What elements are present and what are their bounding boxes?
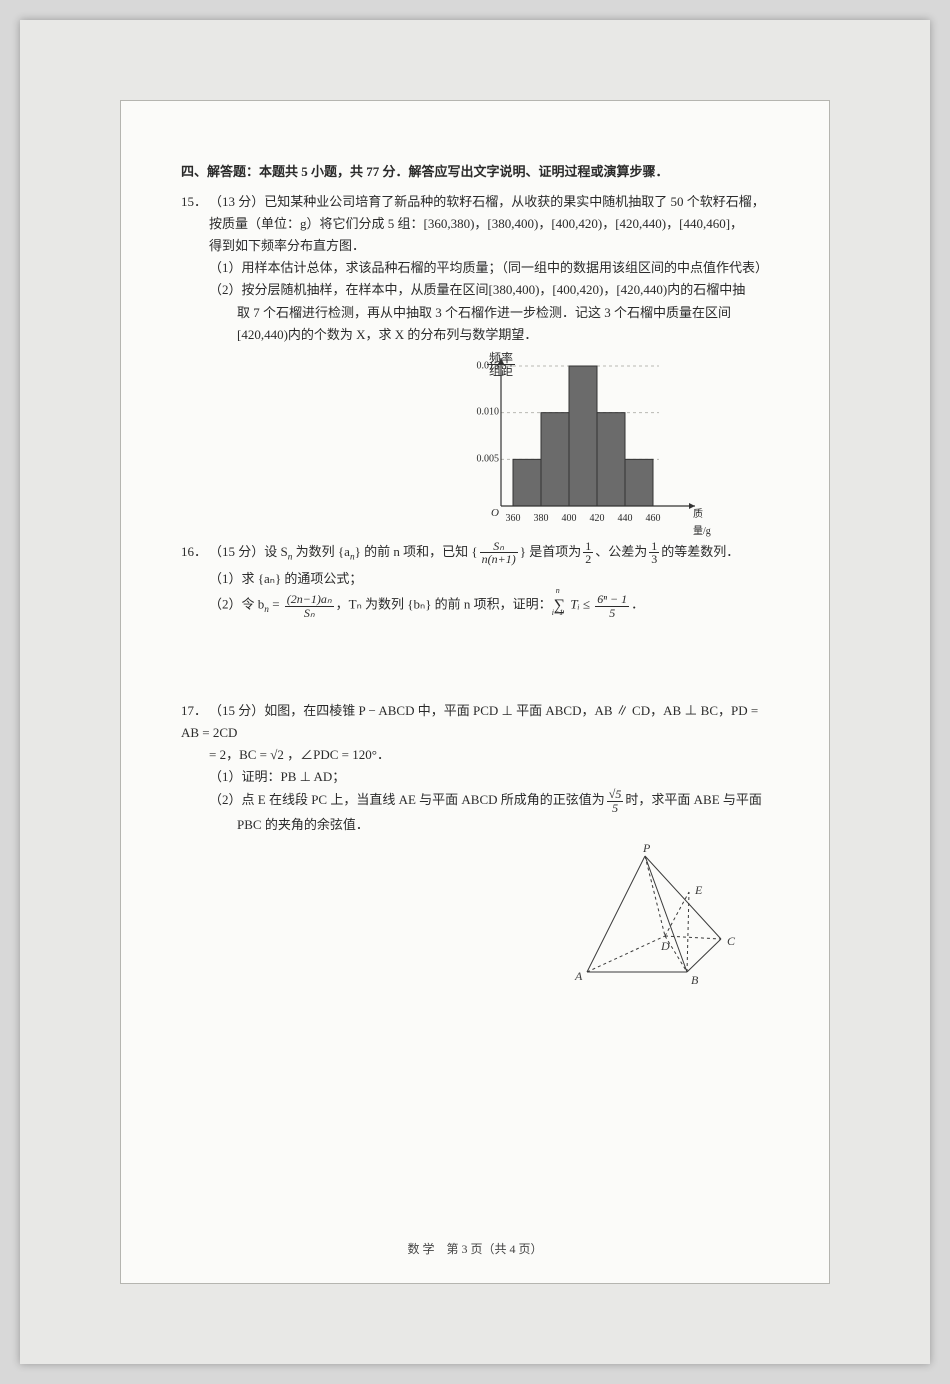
p15-number: 15． (181, 191, 209, 213)
p16-s2b: = (269, 597, 283, 612)
chart-xlabel: 质量/g (693, 506, 711, 540)
p15-sub2c: [420,440)内的个数为 X，求 X 的分布列与数学期望． (181, 324, 769, 346)
problem-16: 16．（15 分）设 Sn 为数列 {an} 的前 n 项和，已知 {Sₙn(n… (181, 540, 769, 620)
scan-wrapper: 四、解答题：本题共 5 小题，共 77 分．解答应写出文字说明、证明过程或演算步… (20, 20, 930, 1364)
p15-line1: 15．（13 分）已知某种业公司培育了新品种的软籽石榴，从收获的果实中随机抽取了… (181, 191, 769, 213)
histogram-block: 频率组距 O 0.0150.0100.005 36038040042044046… (381, 356, 769, 526)
p16-t2: 为数列 {a (292, 544, 350, 559)
p16-sub1: （1）求 {aₙ} 的通项公式； (181, 568, 769, 590)
geometry-diagram: P E C D A B (569, 844, 749, 994)
p16-t6: 的等差数列． (661, 544, 739, 559)
frequency-histogram: 频率组距 O 0.0150.0100.005 36038040042044046… (445, 356, 705, 526)
svg-text:C: C (727, 934, 736, 948)
p16-tail: ． (631, 597, 644, 612)
p17-number: 17． (181, 700, 209, 722)
svg-text:D: D (660, 939, 670, 953)
problem-15: 15．（13 分）已知某种业公司培育了新品种的软籽石榴，从收获的果实中随机抽取了… (181, 191, 769, 526)
chart-plot-area (501, 366, 681, 506)
p15-text-1: 已知某种业公司培育了新品种的软籽石榴，从收获的果实中随机抽取了 50 个软籽石榴… (264, 194, 765, 209)
chart-ytick: 0.015 (477, 357, 500, 374)
p15-points: （13 分） (209, 194, 264, 209)
p15-line2: 按质量（单位：g）将它们分成 5 组：[360,380)，[380,400)，[… (181, 213, 769, 235)
chart-origin: O (491, 504, 499, 523)
page-footer: 数 学 第 3 页（共 4 页） (121, 1239, 829, 1259)
p15-line3: 得到如下频率分布直方图． (181, 235, 769, 257)
p16-t3: } 的前 n 项和，已知 (355, 544, 472, 559)
svg-text:E: E (694, 883, 703, 897)
p16-t5: 、公差为 (595, 544, 647, 559)
exam-page: 四、解答题：本题共 5 小题，共 77 分．解答应写出文字说明、证明过程或演算步… (120, 100, 830, 1284)
chart-xtick: 460 (646, 510, 661, 527)
section-heading: 四、解答题：本题共 5 小题，共 77 分．解答应写出文字说明、证明过程或演算步… (181, 161, 769, 183)
p16-points: （15 分） (209, 544, 264, 559)
p16-s2a: （2）令 b (209, 597, 264, 612)
chart-xtick: 420 (590, 510, 605, 527)
problem-17: 17．（15 分）如图，在四棱锥 P − ABCD 中，平面 PCD ⊥ 平面 … (181, 700, 769, 995)
p15-sub2b: 取 7 个石榴进行检测，再从中抽取 3 个石榴作进一步检测．记这 3 个石榴中质… (181, 302, 769, 324)
p16-sub2: （2）令 bn = (2n−1)aₙSₙ，Tₙ 为数列 {bₙ} 的前 n 项积… (181, 592, 769, 619)
p15-sub1: （1）用样本估计总体，求该品种石榴的平均质量；（同一组中的数据用该组区间的中点值… (181, 257, 769, 279)
p17-line1: 17．（15 分）如图，在四棱锥 P − ABCD 中，平面 PCD ⊥ 平面 … (181, 700, 769, 744)
p16-t1: 设 S (264, 544, 287, 559)
p16-sumbody: Tᵢ ≤ (567, 597, 593, 612)
p16-t4: 是首项为 (526, 544, 581, 559)
geometry-diagram-block: P E C D A B (181, 844, 769, 994)
p17-s2a: （2）点 E 在线段 PC 上，当直线 AE 与平面 ABCD 所成角的正弦值为 (209, 792, 605, 807)
p15-sub2a: （2）按分层随机抽样，在样本中，从质量在区间[380,400)，[400,420… (181, 279, 769, 301)
p17-s2b: 时，求平面 ABE 与平面 (625, 792, 762, 807)
chart-xtick: 360 (506, 510, 521, 527)
p16-number: 16． (181, 541, 209, 563)
svg-text:B: B (691, 973, 699, 987)
p17-sub2: （2）点 E 在线段 PC 上，当直线 AE 与平面 ABCD 所成角的正弦值为… (181, 788, 769, 814)
chart-ytick: 0.010 (477, 404, 500, 421)
sigma-low: i=1 (552, 606, 564, 620)
p17-sub2c: PBC 的夹角的余弦值． (181, 814, 769, 836)
sigma-up: n (556, 584, 560, 598)
svg-text:P: P (642, 844, 651, 855)
p17-line2: = 2，BC = √2 ，∠PDC = 120°． (181, 744, 769, 766)
chart-xtick: 380 (534, 510, 549, 527)
chart-xtick: 440 (618, 510, 633, 527)
p17-t1: 如图，在四棱锥 P − ABCD 中，平面 PCD ⊥ 平面 ABCD，AB ∥… (181, 703, 758, 740)
p17-points: （15 分） (209, 703, 264, 718)
p16-intro: 16．（15 分）设 Sn 为数列 {an} 的前 n 项和，已知 {Sₙn(n… (181, 540, 769, 567)
p17-sub1: （1）证明：PB ⊥ AD； (181, 766, 769, 788)
p16-s2c: ，Tₙ 为数列 {bₙ} 的前 n 项积，证明： (336, 597, 552, 612)
chart-ytick: 0.005 (477, 451, 500, 468)
svg-text:A: A (574, 969, 583, 983)
chart-xtick: 400 (562, 510, 577, 527)
